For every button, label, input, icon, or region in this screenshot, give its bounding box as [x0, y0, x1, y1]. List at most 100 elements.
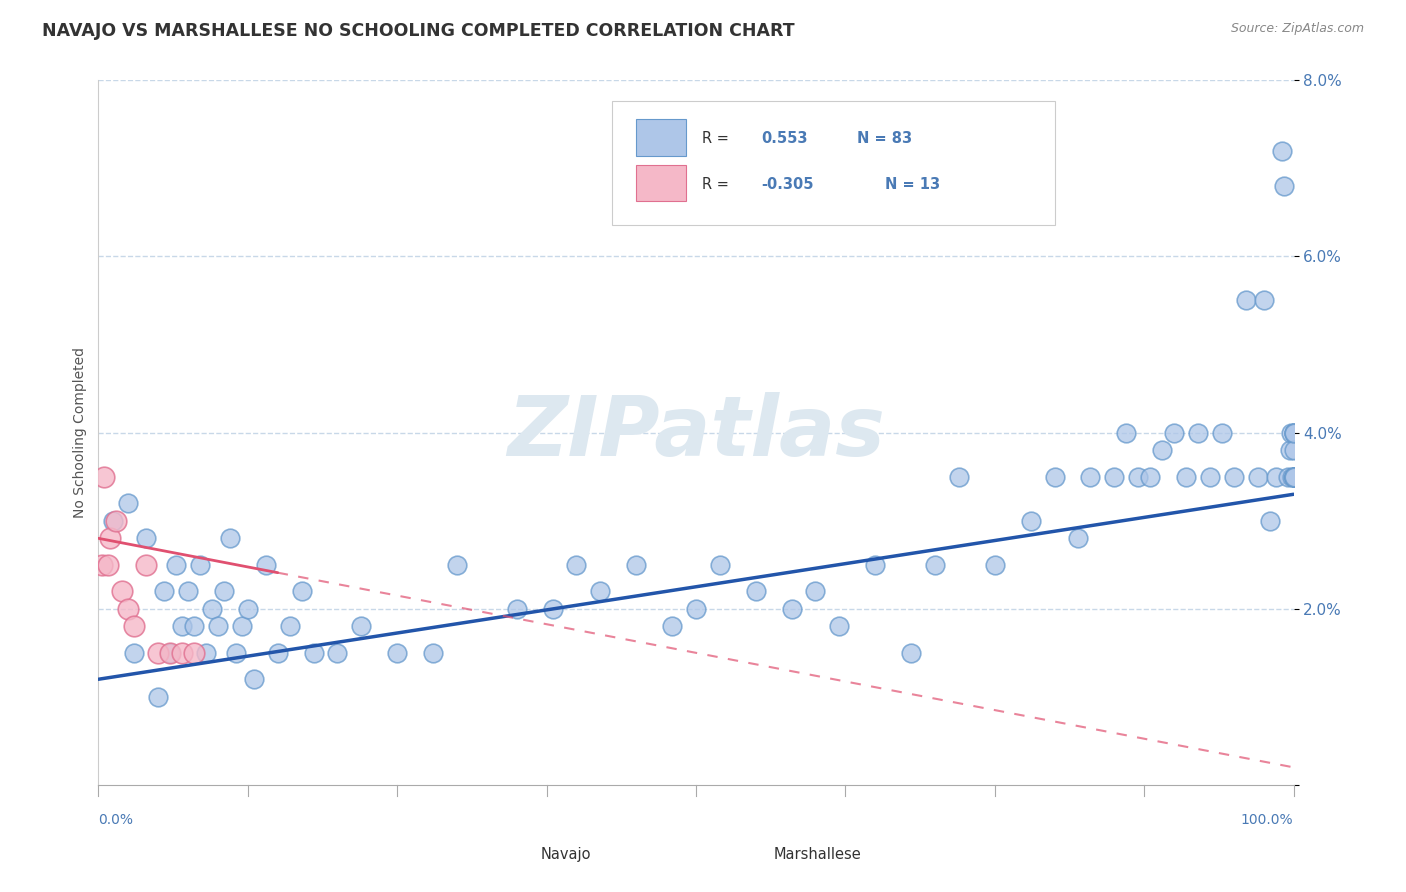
Point — [984, 558, 1007, 572]
Point — [948, 469, 970, 483]
Point — [201, 601, 224, 615]
Point — [1282, 469, 1305, 483]
Text: Navajo: Navajo — [541, 847, 591, 862]
Point — [1282, 425, 1305, 440]
Point — [1211, 425, 1233, 440]
Point — [1282, 443, 1305, 458]
Point — [589, 584, 612, 599]
Point — [1279, 425, 1302, 440]
FancyBboxPatch shape — [477, 838, 533, 871]
Point — [326, 646, 349, 660]
Point — [101, 514, 124, 528]
Point — [1258, 514, 1281, 528]
FancyBboxPatch shape — [637, 165, 686, 202]
Text: ZIPatlas: ZIPatlas — [508, 392, 884, 473]
Point — [1253, 293, 1275, 308]
Point — [183, 646, 205, 660]
FancyBboxPatch shape — [613, 102, 1054, 225]
Text: NAVAJO VS MARSHALLESE NO SCHOOLING COMPLETED CORRELATION CHART: NAVAJO VS MARSHALLESE NO SCHOOLING COMPL… — [42, 22, 794, 40]
Point — [124, 619, 146, 633]
Point — [865, 558, 887, 572]
Point — [183, 619, 205, 633]
Point — [267, 646, 290, 660]
Point — [172, 619, 194, 633]
Point — [1282, 469, 1305, 483]
Text: N = 83: N = 83 — [858, 130, 912, 145]
Point — [225, 646, 247, 660]
Point — [1019, 514, 1042, 528]
Point — [159, 646, 181, 660]
Text: 100.0%: 100.0% — [1241, 814, 1294, 827]
Point — [159, 646, 181, 660]
Point — [385, 646, 409, 660]
Point — [661, 619, 683, 633]
Point — [565, 558, 588, 572]
Text: Marshallese: Marshallese — [773, 847, 862, 862]
Point — [1115, 425, 1137, 440]
Point — [422, 646, 444, 660]
Text: -0.305: -0.305 — [762, 178, 814, 192]
Point — [195, 646, 218, 660]
Point — [302, 646, 325, 660]
Point — [135, 558, 157, 572]
Point — [1271, 144, 1294, 158]
Text: Source: ZipAtlas.com: Source: ZipAtlas.com — [1230, 22, 1364, 36]
Point — [1282, 469, 1305, 483]
Text: R =: R = — [702, 178, 734, 192]
Point — [135, 532, 157, 546]
Y-axis label: No Schooling Completed: No Schooling Completed — [73, 347, 87, 518]
Point — [1152, 443, 1174, 458]
Text: 0.553: 0.553 — [762, 130, 808, 145]
Point — [1278, 443, 1301, 458]
Point — [91, 558, 114, 572]
Point — [804, 584, 827, 599]
Point — [924, 558, 946, 572]
FancyBboxPatch shape — [637, 119, 686, 156]
Point — [97, 558, 120, 572]
Point — [900, 646, 922, 660]
Point — [117, 496, 139, 510]
Point — [828, 619, 851, 633]
Point — [236, 601, 259, 615]
Text: R =: R = — [702, 130, 728, 145]
Point — [105, 514, 128, 528]
Point — [1223, 469, 1246, 483]
Point — [172, 646, 194, 660]
Point — [148, 646, 170, 660]
Point — [1043, 469, 1066, 483]
Point — [1282, 469, 1305, 483]
Point — [1282, 469, 1305, 483]
Point — [1282, 425, 1305, 440]
Point — [1175, 469, 1198, 483]
Point — [254, 558, 277, 572]
Point — [212, 584, 235, 599]
Point — [1199, 469, 1222, 483]
Point — [541, 601, 564, 615]
Point — [1247, 469, 1270, 483]
Point — [1139, 469, 1161, 483]
Point — [1264, 469, 1286, 483]
Point — [1067, 532, 1090, 546]
Point — [1104, 469, 1126, 483]
Point — [231, 619, 253, 633]
Text: 0.0%: 0.0% — [98, 814, 134, 827]
Point — [117, 601, 139, 615]
Point — [1282, 425, 1305, 440]
Point — [1277, 469, 1299, 483]
Point — [165, 558, 187, 572]
Point — [148, 690, 170, 704]
Point — [685, 601, 707, 615]
Point — [446, 558, 468, 572]
Point — [1128, 469, 1150, 483]
Point — [709, 558, 731, 572]
FancyBboxPatch shape — [704, 838, 759, 871]
Point — [291, 584, 314, 599]
Point — [188, 558, 211, 572]
Point — [1187, 425, 1209, 440]
Point — [219, 532, 242, 546]
Point — [124, 646, 146, 660]
Point — [98, 532, 122, 546]
Point — [278, 619, 301, 633]
Point — [1281, 469, 1303, 483]
Point — [745, 584, 768, 599]
